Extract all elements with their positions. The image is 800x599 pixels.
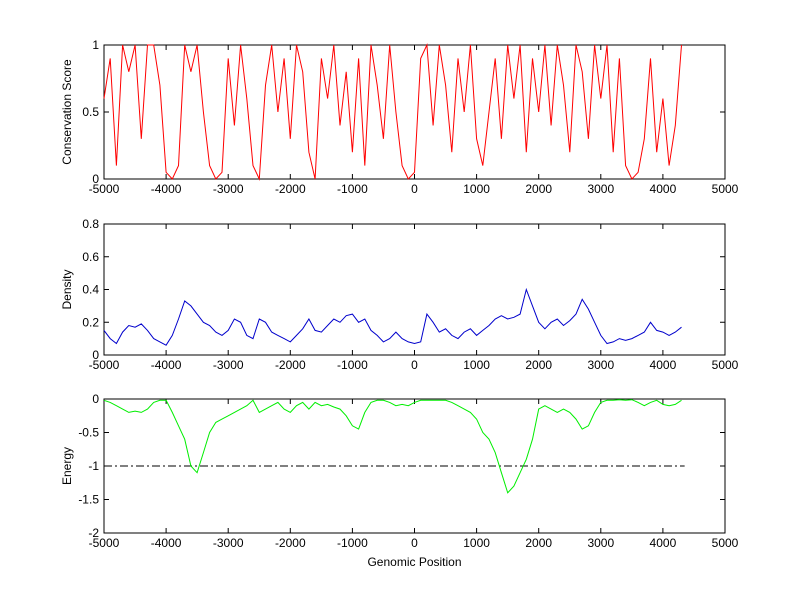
x-tick-label: -3000 [213, 182, 244, 196]
x-tick-label: -5000 [89, 358, 120, 372]
x-tick-label: 0 [411, 536, 418, 550]
x-tick-label: 1000 [463, 536, 490, 550]
y-tick-label: 0.6 [82, 250, 99, 264]
x-tick-label: 2000 [525, 536, 552, 550]
x-tick-label: -4000 [151, 182, 182, 196]
x-tick-label: 3000 [587, 358, 614, 372]
y-tick-label: -2 [88, 526, 99, 540]
y-tick-label: 1 [92, 38, 99, 52]
x-tick-label: 4000 [650, 358, 677, 372]
x-tick-label: 3000 [587, 182, 614, 196]
data-line [103, 287, 682, 346]
y-tick-label: 0.4 [82, 283, 99, 297]
x-tick-label: 1000 [463, 358, 490, 372]
y-tick-label: 0.5 [82, 105, 99, 119]
x-tick-label: -5000 [89, 182, 120, 196]
plot-area [103, 223, 726, 356]
x-tick-label: -3000 [213, 536, 244, 550]
x-tick-label: -1000 [337, 536, 368, 550]
x-tick-label: -1000 [337, 358, 368, 372]
y-tick-label: -1.5 [78, 493, 99, 507]
x-tick-label: 2000 [525, 358, 552, 372]
plot-area [103, 44, 726, 180]
y-tick-label: 0.8 [82, 217, 99, 231]
y-tick-label: 0 [92, 392, 99, 406]
x-tick-label: 3000 [587, 536, 614, 550]
x-tick-label: -4000 [151, 358, 182, 372]
x-tick-label: 1000 [463, 182, 490, 196]
x-tick-label: -2000 [275, 358, 306, 372]
x-tick-label: -4000 [151, 536, 182, 550]
y-tick-label: -1 [88, 459, 99, 473]
x-tick-label: 2000 [525, 182, 552, 196]
x-axis-label: Genomic Position [367, 555, 461, 569]
data-line [103, 43, 682, 181]
x-tick-label: -2000 [275, 182, 306, 196]
y-tick-label: -0.5 [78, 426, 99, 440]
x-tick-label: 5000 [712, 358, 739, 372]
x-tick-label: 0 [411, 358, 418, 372]
x-tick-label: -1000 [337, 182, 368, 196]
x-tick-label: 4000 [650, 536, 677, 550]
y-axis-label: Energy [60, 447, 74, 485]
data-line [103, 399, 682, 494]
x-tick-label: -5000 [89, 536, 120, 550]
x-tick-label: 0 [411, 182, 418, 196]
y-tick-label: 0.2 [82, 315, 99, 329]
x-tick-label: 5000 [712, 536, 739, 550]
y-axis-label: Density [60, 269, 74, 309]
x-tick-label: 5000 [712, 182, 739, 196]
x-tick-label: -3000 [213, 358, 244, 372]
x-tick-label: -2000 [275, 536, 306, 550]
y-axis-label: Conservation Score [60, 59, 74, 165]
y-tick-label: 0 [92, 348, 99, 362]
x-tick-label: 4000 [650, 182, 677, 196]
y-tick-label: 0 [92, 172, 99, 186]
